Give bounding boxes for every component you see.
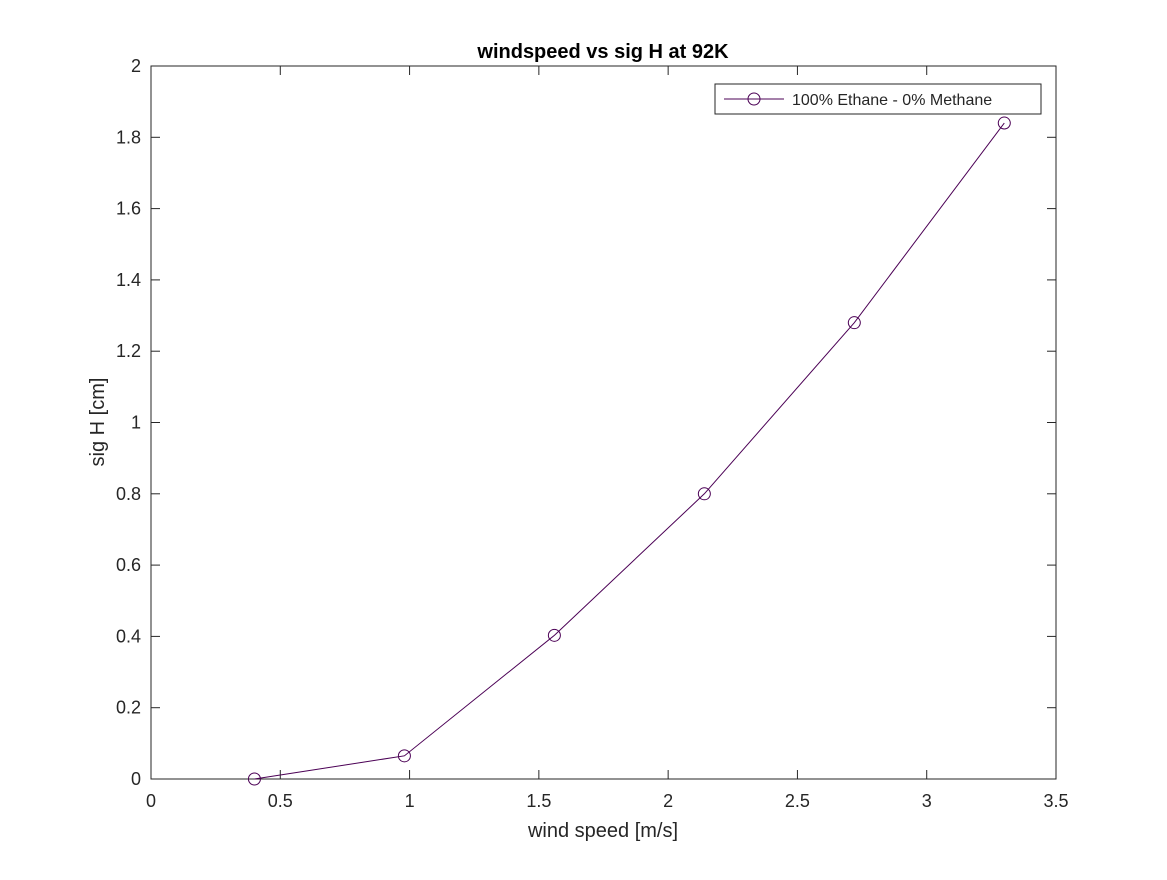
x-tick-label: 2.5: [785, 791, 810, 811]
x-tick-label: 3.5: [1043, 791, 1068, 811]
x-tick-label: 2: [663, 791, 673, 811]
legend: 100% Ethane - 0% Methane: [714, 83, 1042, 115]
y-tick-label: 0.8: [116, 484, 141, 504]
y-tick-label: 1: [131, 413, 141, 433]
y-tick-label: 0.6: [116, 555, 141, 575]
y-tick-label: 1.8: [116, 127, 141, 147]
data-point: [547, 628, 561, 642]
legend-entry-label: 100% Ethane - 0% Methane: [792, 92, 992, 109]
y-tick-label: 0.2: [116, 698, 141, 718]
x-tick-label: 0: [146, 791, 156, 811]
y-tick-label: 0: [131, 769, 141, 789]
y-axis-label: sig H [cm]: [87, 378, 109, 467]
ticks: 0 0.5 1 1.5 2 2.5 3 3.5 0 0.2 0.4 0.6 0.8 1 1.2 1.4 1.6 1…: [116, 56, 1069, 811]
data-point: [847, 316, 861, 330]
data-point: [997, 116, 1011, 130]
y-tick-label: 1.6: [116, 199, 141, 219]
data-point: [697, 487, 711, 501]
x-axis-label: wind speed [m/s]: [527, 820, 678, 842]
x-tick-label: 1: [405, 791, 415, 811]
data-point: [397, 749, 411, 763]
series-line: [254, 122, 1005, 780]
y-tick-label: 0.4: [116, 626, 141, 646]
series-layer: [247, 116, 1011, 786]
legend-marker-sample: [747, 92, 761, 106]
y-tick-label: 1.4: [116, 270, 141, 290]
x-tick-label: 3: [922, 791, 932, 811]
plot-area: [150, 65, 1057, 780]
data-point: [247, 772, 261, 786]
x-tick-label: 1.5: [526, 791, 551, 811]
chart-title: windspeed vs sig H at 92K: [476, 41, 729, 63]
y-tick-label: 2: [131, 56, 141, 76]
x-tick-label: 0.5: [268, 791, 293, 811]
y-tick-label: 1.2: [116, 341, 141, 361]
